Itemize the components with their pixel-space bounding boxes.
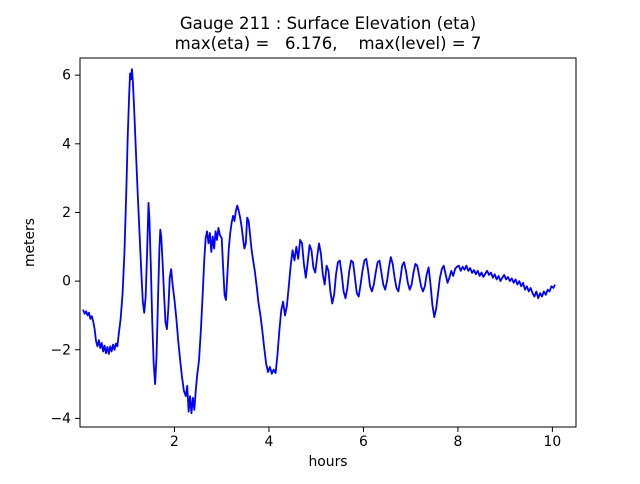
y-axis-label: meters: [22, 218, 38, 267]
eta-line: [82, 68, 556, 415]
plot-spines: [79, 57, 577, 428]
x-tick-label-8: 8: [453, 434, 462, 450]
series-lines: [82, 68, 556, 415]
x-tick-label-2: 2: [170, 434, 179, 450]
tick-marks-and-labels: 2 4 6 8 10 −4 −2 0 2 4 6: [51, 68, 562, 450]
x-axis-label: hours: [308, 454, 347, 470]
y-tick-label-6: 6: [62, 68, 71, 84]
chart-title: Gauge 211 : Surface Elevation (eta): [180, 14, 476, 33]
x-tick-label-4: 4: [265, 434, 274, 450]
y-tick-label-4: 4: [62, 136, 71, 152]
y-tick-label--4: −4: [51, 411, 72, 427]
y-tick-label--2: −2: [51, 342, 71, 358]
axes: [79, 57, 577, 428]
x-tick-label-10: 10: [544, 434, 562, 450]
y-tick-label-2: 2: [62, 205, 71, 221]
y-tick-label-0: 0: [62, 274, 71, 290]
x-tick-label-6: 6: [359, 434, 368, 450]
chart-subtitle: max(eta) = 6.176, max(level) = 7: [175, 34, 482, 53]
